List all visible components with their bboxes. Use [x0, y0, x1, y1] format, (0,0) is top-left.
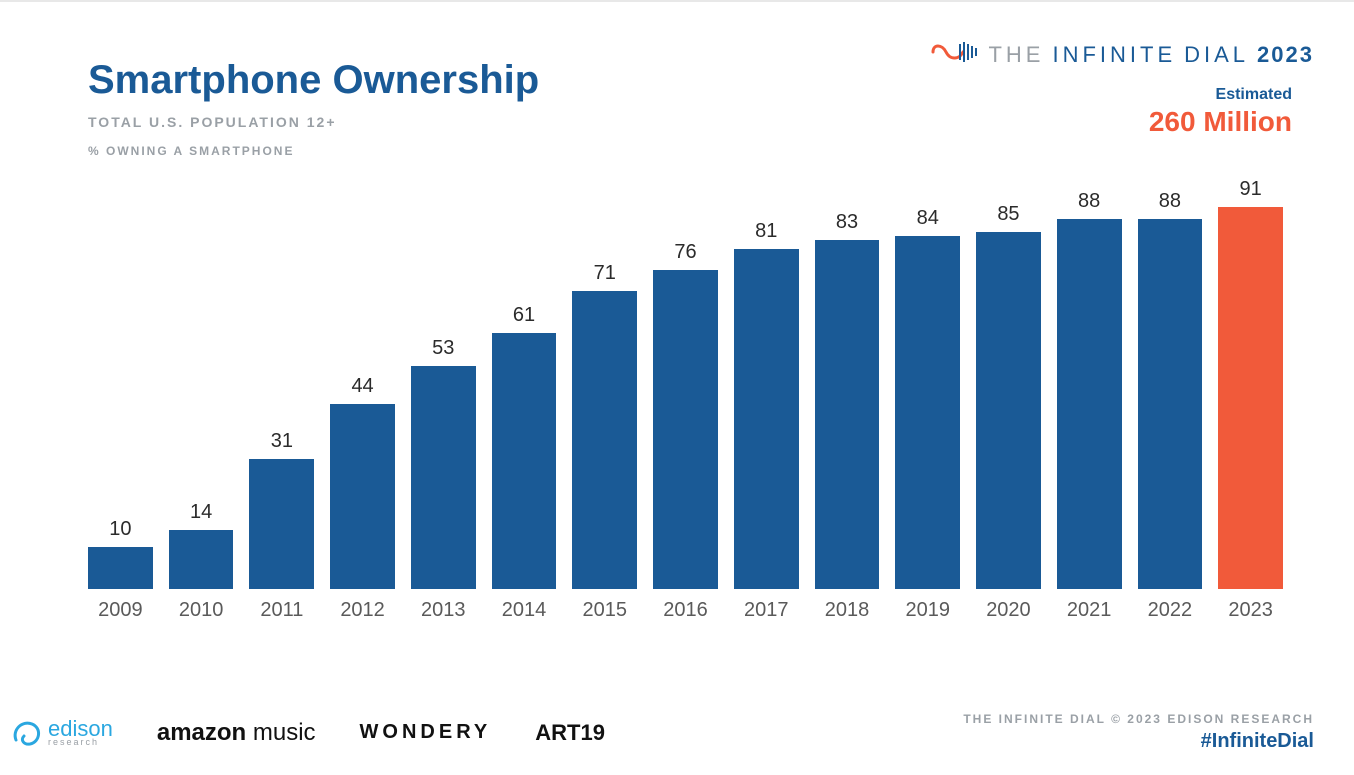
edison-research-logo: edison research — [10, 716, 113, 750]
wondery-logo: WONDERY — [360, 721, 492, 744]
bar-category-label: 2016 — [663, 599, 708, 622]
bar-rect — [572, 291, 637, 589]
bar-2019: 84 2019 — [895, 162, 960, 622]
amazon-music-logo: amazon music — [157, 719, 316, 747]
bar-value-label: 14 — [190, 501, 212, 524]
bar-value-label: 76 — [674, 241, 696, 264]
bar-2023: 91 2023 — [1218, 162, 1283, 622]
bar-value-label: 81 — [755, 220, 777, 243]
bar-category-label: 2015 — [583, 599, 628, 622]
bar-category-label: 2010 — [179, 599, 224, 622]
footer-copyright: THE INFINITE DIAL © 2023 EDISON RESEARCH — [963, 712, 1314, 726]
bar-value-label: 88 — [1078, 190, 1100, 213]
chart-subtitle-metric: % OWNING A SMARTPHONE — [88, 144, 294, 158]
brand-year: 2023 — [1257, 42, 1314, 68]
bar-value-label: 53 — [432, 337, 454, 360]
brand-infinite: INFINITE — [1052, 42, 1176, 68]
bar-2012: 44 2012 — [330, 162, 395, 622]
bar-rect — [169, 530, 234, 589]
bar-rect — [815, 240, 880, 589]
bar-value-label: 71 — [594, 262, 616, 285]
infinite-dial-logo-icon — [930, 38, 980, 72]
brand-header: THE INFINITE DIAL 2023 — [930, 38, 1314, 72]
bar-2010: 14 2010 — [169, 162, 234, 622]
bar-category-label: 2022 — [1148, 599, 1193, 622]
bar-category-label: 2009 — [98, 599, 143, 622]
art19-logo: ART19 — [535, 720, 605, 746]
footer: edison research amazon music WONDERY ART… — [0, 712, 1354, 753]
slide: Smartphone Ownership TOTAL U.S. POPULATI… — [0, 0, 1354, 775]
bar-2014: 61 2014 — [492, 162, 557, 622]
bar-rect — [1218, 207, 1283, 589]
bar-2013: 53 2013 — [411, 162, 476, 622]
edison-subtext: research — [48, 738, 113, 746]
chart-title: Smartphone Ownership — [88, 58, 539, 103]
bar-2009: 10 2009 — [88, 162, 153, 622]
bar-2015: 71 2015 — [572, 162, 637, 622]
bar-rect — [492, 333, 557, 589]
bar-rect — [976, 232, 1041, 589]
estimated-label: Estimated — [1216, 86, 1292, 104]
bar-2016: 76 2016 — [653, 162, 718, 622]
bar-value-label: 10 — [109, 518, 131, 541]
bar-rect — [895, 236, 960, 589]
bar-2021: 88 2021 — [1057, 162, 1122, 622]
bar-category-label: 2013 — [421, 599, 466, 622]
bar-value-label: 61 — [513, 304, 535, 327]
bar-rect — [411, 366, 476, 589]
bar-category-label: 2011 — [260, 599, 303, 622]
bar-value-label: 85 — [997, 203, 1019, 226]
bar-category-label: 2021 — [1067, 599, 1112, 622]
bar-rect — [1138, 219, 1203, 589]
bar-rect — [330, 404, 395, 589]
bar-value-label: 91 — [1240, 178, 1262, 201]
estimated-value: 260 Million — [1149, 106, 1292, 138]
bar-rect — [88, 547, 153, 589]
bar-rect — [734, 249, 799, 589]
bar-category-label: 2012 — [340, 599, 385, 622]
bar-value-label: 88 — [1159, 190, 1181, 213]
chart-subtitle-population: TOTAL U.S. POPULATION 12+ — [88, 114, 337, 130]
bar-value-label: 83 — [836, 211, 858, 234]
bar-2022: 88 2022 — [1138, 162, 1203, 622]
bar-value-label: 31 — [271, 430, 293, 453]
amazon-music-text: music — [246, 719, 315, 746]
bar-category-label: 2023 — [1228, 599, 1273, 622]
edison-swirl-icon — [10, 716, 44, 750]
edison-text: edison — [48, 719, 113, 739]
amazon-text: amazon — [157, 719, 246, 746]
bar-rect — [249, 459, 314, 589]
brand-dial: DIAL — [1184, 42, 1249, 68]
bar-2017: 81 2017 — [734, 162, 799, 622]
bar-category-label: 2014 — [502, 599, 547, 622]
bar-value-label: 44 — [351, 375, 373, 398]
bar-category-label: 2018 — [825, 599, 870, 622]
bar-category-label: 2017 — [744, 599, 789, 622]
bar-rect — [653, 270, 718, 589]
brand-the: THE — [988, 42, 1044, 68]
footer-logos: edison research amazon music WONDERY ART… — [0, 716, 605, 750]
bar-chart: 10 2009 14 2010 31 2011 44 2012 53 2013 61 2014 71 20… — [88, 162, 1283, 622]
bar-value-label: 84 — [917, 207, 939, 230]
bar-2020: 85 2020 — [976, 162, 1041, 622]
footer-hashtag: #InfiniteDial — [963, 730, 1314, 753]
bar-2018: 83 2018 — [815, 162, 880, 622]
bar-category-label: 2020 — [986, 599, 1031, 622]
footer-right: THE INFINITE DIAL © 2023 EDISON RESEARCH… — [963, 712, 1314, 753]
bar-rect — [1057, 219, 1122, 589]
bar-2011: 31 2011 — [249, 162, 314, 622]
bar-category-label: 2019 — [905, 599, 950, 622]
